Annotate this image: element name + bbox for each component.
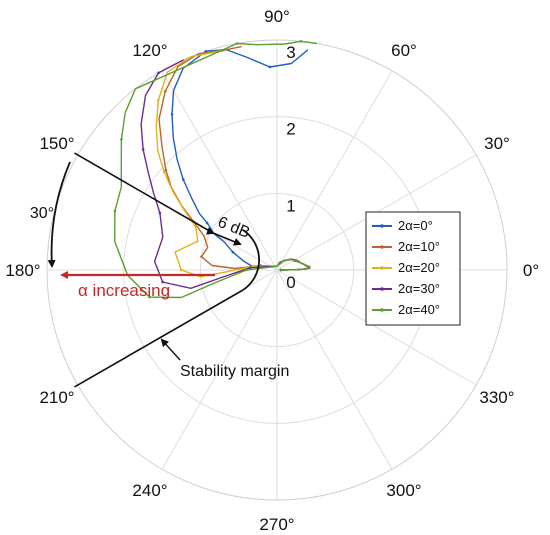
theta-tick-label: 150°	[39, 134, 74, 153]
series-point	[204, 49, 208, 53]
sector-arc	[47, 161, 71, 268]
series-point	[279, 268, 283, 272]
theta-tick-label: 180°	[5, 261, 40, 280]
theta-tick-label: 210°	[39, 388, 74, 407]
r-tick-label: 1	[286, 196, 295, 215]
series-point	[268, 65, 272, 69]
series-point	[278, 262, 281, 265]
margin-line-150	[74, 152, 214, 234]
legend-marker	[380, 266, 384, 270]
theta-tick-label: 330°	[479, 388, 514, 407]
db-arrow	[205, 227, 242, 246]
legend-entry: 2α=20°	[398, 260, 440, 275]
series-point	[235, 42, 239, 45]
series-point	[200, 255, 203, 258]
legend-marker	[380, 224, 384, 228]
theta-tick-label: 30°	[484, 134, 510, 153]
series-point	[158, 211, 162, 215]
theta-tick-label: 120°	[132, 41, 167, 60]
series-line-3	[140, 59, 310, 289]
series-point	[162, 170, 166, 174]
series-point	[157, 71, 160, 75]
series-point	[231, 250, 235, 254]
theta-tick-label: 300°	[386, 481, 421, 500]
alpha-label: α increasing	[78, 281, 170, 300]
r-tick-label: 3	[286, 43, 295, 62]
series-point	[245, 268, 248, 272]
legend: 2α=0° 2α=10° 2α=20° 2α=30° 2α=40°	[365, 211, 461, 326]
series-point	[181, 178, 185, 181]
series-point	[161, 280, 164, 284]
theta-tick-label: 240°	[132, 481, 167, 500]
series-point	[163, 89, 167, 93]
series-point	[299, 39, 303, 43]
grid-spoke-300	[276, 269, 393, 470]
r-tick-label: 0	[286, 273, 295, 292]
grid-spoke-240	[161, 269, 278, 470]
legend-entry: 2α=0°	[398, 218, 433, 233]
series-point	[307, 265, 311, 268]
series-layer	[113, 39, 317, 299]
margin-pointer	[160, 338, 181, 361]
theta-tick-label: 270°	[259, 515, 294, 534]
series-point	[164, 168, 168, 172]
theta-tick-label: 60°	[391, 41, 417, 60]
margin-label: Stability margin	[180, 363, 289, 380]
series-point	[293, 259, 296, 262]
series-point	[205, 221, 209, 225]
legend-entry: 2α=10°	[398, 239, 440, 254]
r-tick-label: 2	[286, 120, 295, 139]
margin-boundary	[242, 229, 260, 291]
sector-label: 30°	[30, 205, 54, 222]
series-point	[253, 264, 256, 268]
series-point	[170, 112, 174, 116]
series-point	[156, 99, 160, 102]
legend-entry: 2α=30°	[398, 281, 440, 296]
series-point	[179, 268, 183, 272]
series-point	[194, 225, 198, 229]
series-line-4	[114, 40, 317, 299]
series-point	[120, 138, 123, 141]
grid-spoke-120	[161, 70, 278, 271]
legend-marker	[380, 245, 384, 249]
label-layer: 0° 30° 60° 90° 120° 150° 180° 210° 240° 270° 300° 3…	[5, 7, 539, 534]
legend-marker	[380, 287, 384, 291]
margin-line-210	[74, 289, 244, 388]
series-point	[148, 295, 151, 299]
grid-spoke-330	[276, 269, 477, 386]
grid-spoke-60	[276, 70, 393, 271]
legend-entry: 2α=40°	[398, 302, 440, 317]
theta-tick-label: 90°	[264, 7, 290, 26]
series-point	[248, 266, 252, 269]
legend-marker	[380, 308, 384, 312]
series-point	[113, 209, 117, 213]
theta-tick-label: 0°	[523, 261, 539, 280]
series-point	[141, 148, 145, 151]
